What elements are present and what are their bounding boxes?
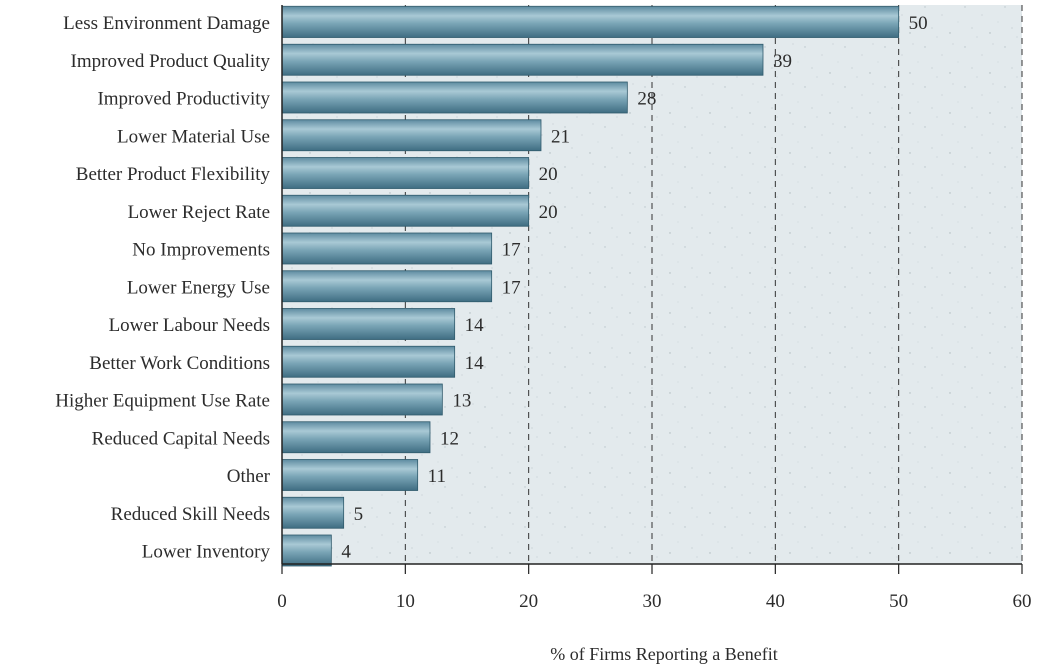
category-label: Better Work Conditions — [89, 353, 270, 374]
category-label: Lower Material Use — [117, 126, 270, 147]
value-label: 39 — [773, 51, 792, 72]
bar — [281, 43, 764, 76]
bar — [281, 383, 443, 416]
bar — [281, 119, 542, 152]
value-label: 14 — [465, 353, 485, 374]
category-label: Improved Productivity — [97, 89, 270, 110]
value-label: 20 — [539, 202, 558, 223]
value-label: 50 — [909, 13, 928, 34]
value-label: 17 — [502, 240, 521, 261]
bar — [281, 459, 419, 491]
value-label: 17 — [502, 277, 521, 298]
bar — [281, 308, 456, 340]
category-label: Higher Equipment Use Rate — [55, 391, 270, 412]
value-label: 12 — [440, 428, 459, 449]
x-tick-label: 60 — [1013, 591, 1032, 612]
x-axis-ticks: 0 10 20 30 40 50 60 — [277, 564, 1032, 612]
category-label: Lower Reject Rate — [128, 202, 270, 223]
bar — [281, 232, 493, 265]
category-label: Reduced Capital Needs — [92, 428, 270, 449]
bar — [281, 496, 345, 529]
value-label: 28 — [637, 89, 656, 110]
x-tick-label: 30 — [643, 591, 662, 612]
bar — [281, 421, 431, 454]
value-label: 14 — [465, 315, 485, 336]
value-labels: 50 39 28 21 20 20 17 17 14 14 13 12 11 54 — [341, 13, 927, 563]
category-label: No Improvements — [132, 240, 270, 261]
x-tick-label: 50 — [889, 591, 908, 612]
bar — [281, 157, 530, 189]
value-label: 21 — [551, 126, 570, 147]
x-tick-label: 40 — [766, 591, 785, 612]
category-label: Lower Energy Use — [127, 277, 270, 298]
category-label: Lower Inventory — [142, 542, 271, 563]
category-label: Lower Labour Needs — [109, 315, 270, 336]
x-tick-label: 0 — [277, 591, 287, 612]
x-tick-label: 20 — [519, 591, 538, 612]
category-label: Reduced Skill Needs — [111, 504, 270, 525]
value-label: 11 — [428, 466, 446, 487]
bars — [281, 6, 900, 567]
bar — [281, 345, 456, 378]
value-label: 20 — [539, 164, 558, 185]
value-label: 13 — [452, 391, 471, 412]
bar — [281, 81, 628, 114]
bar — [281, 534, 332, 567]
bar — [281, 6, 900, 38]
bar — [281, 270, 493, 303]
x-tick-label: 10 — [396, 591, 415, 612]
x-axis-title: % of Firms Reporting a Benefit — [550, 644, 777, 664]
category-label: Improved Product Quality — [71, 51, 271, 72]
category-label: Less Environment Damage — [63, 13, 270, 34]
value-label: 4 — [341, 542, 351, 563]
category-label: Other — [227, 466, 271, 487]
value-label: 5 — [354, 504, 364, 525]
category-labels: Less Environment Damage Improved Product … — [55, 13, 270, 563]
category-label: Better Product Flexibility — [76, 164, 271, 185]
bar — [281, 194, 530, 227]
